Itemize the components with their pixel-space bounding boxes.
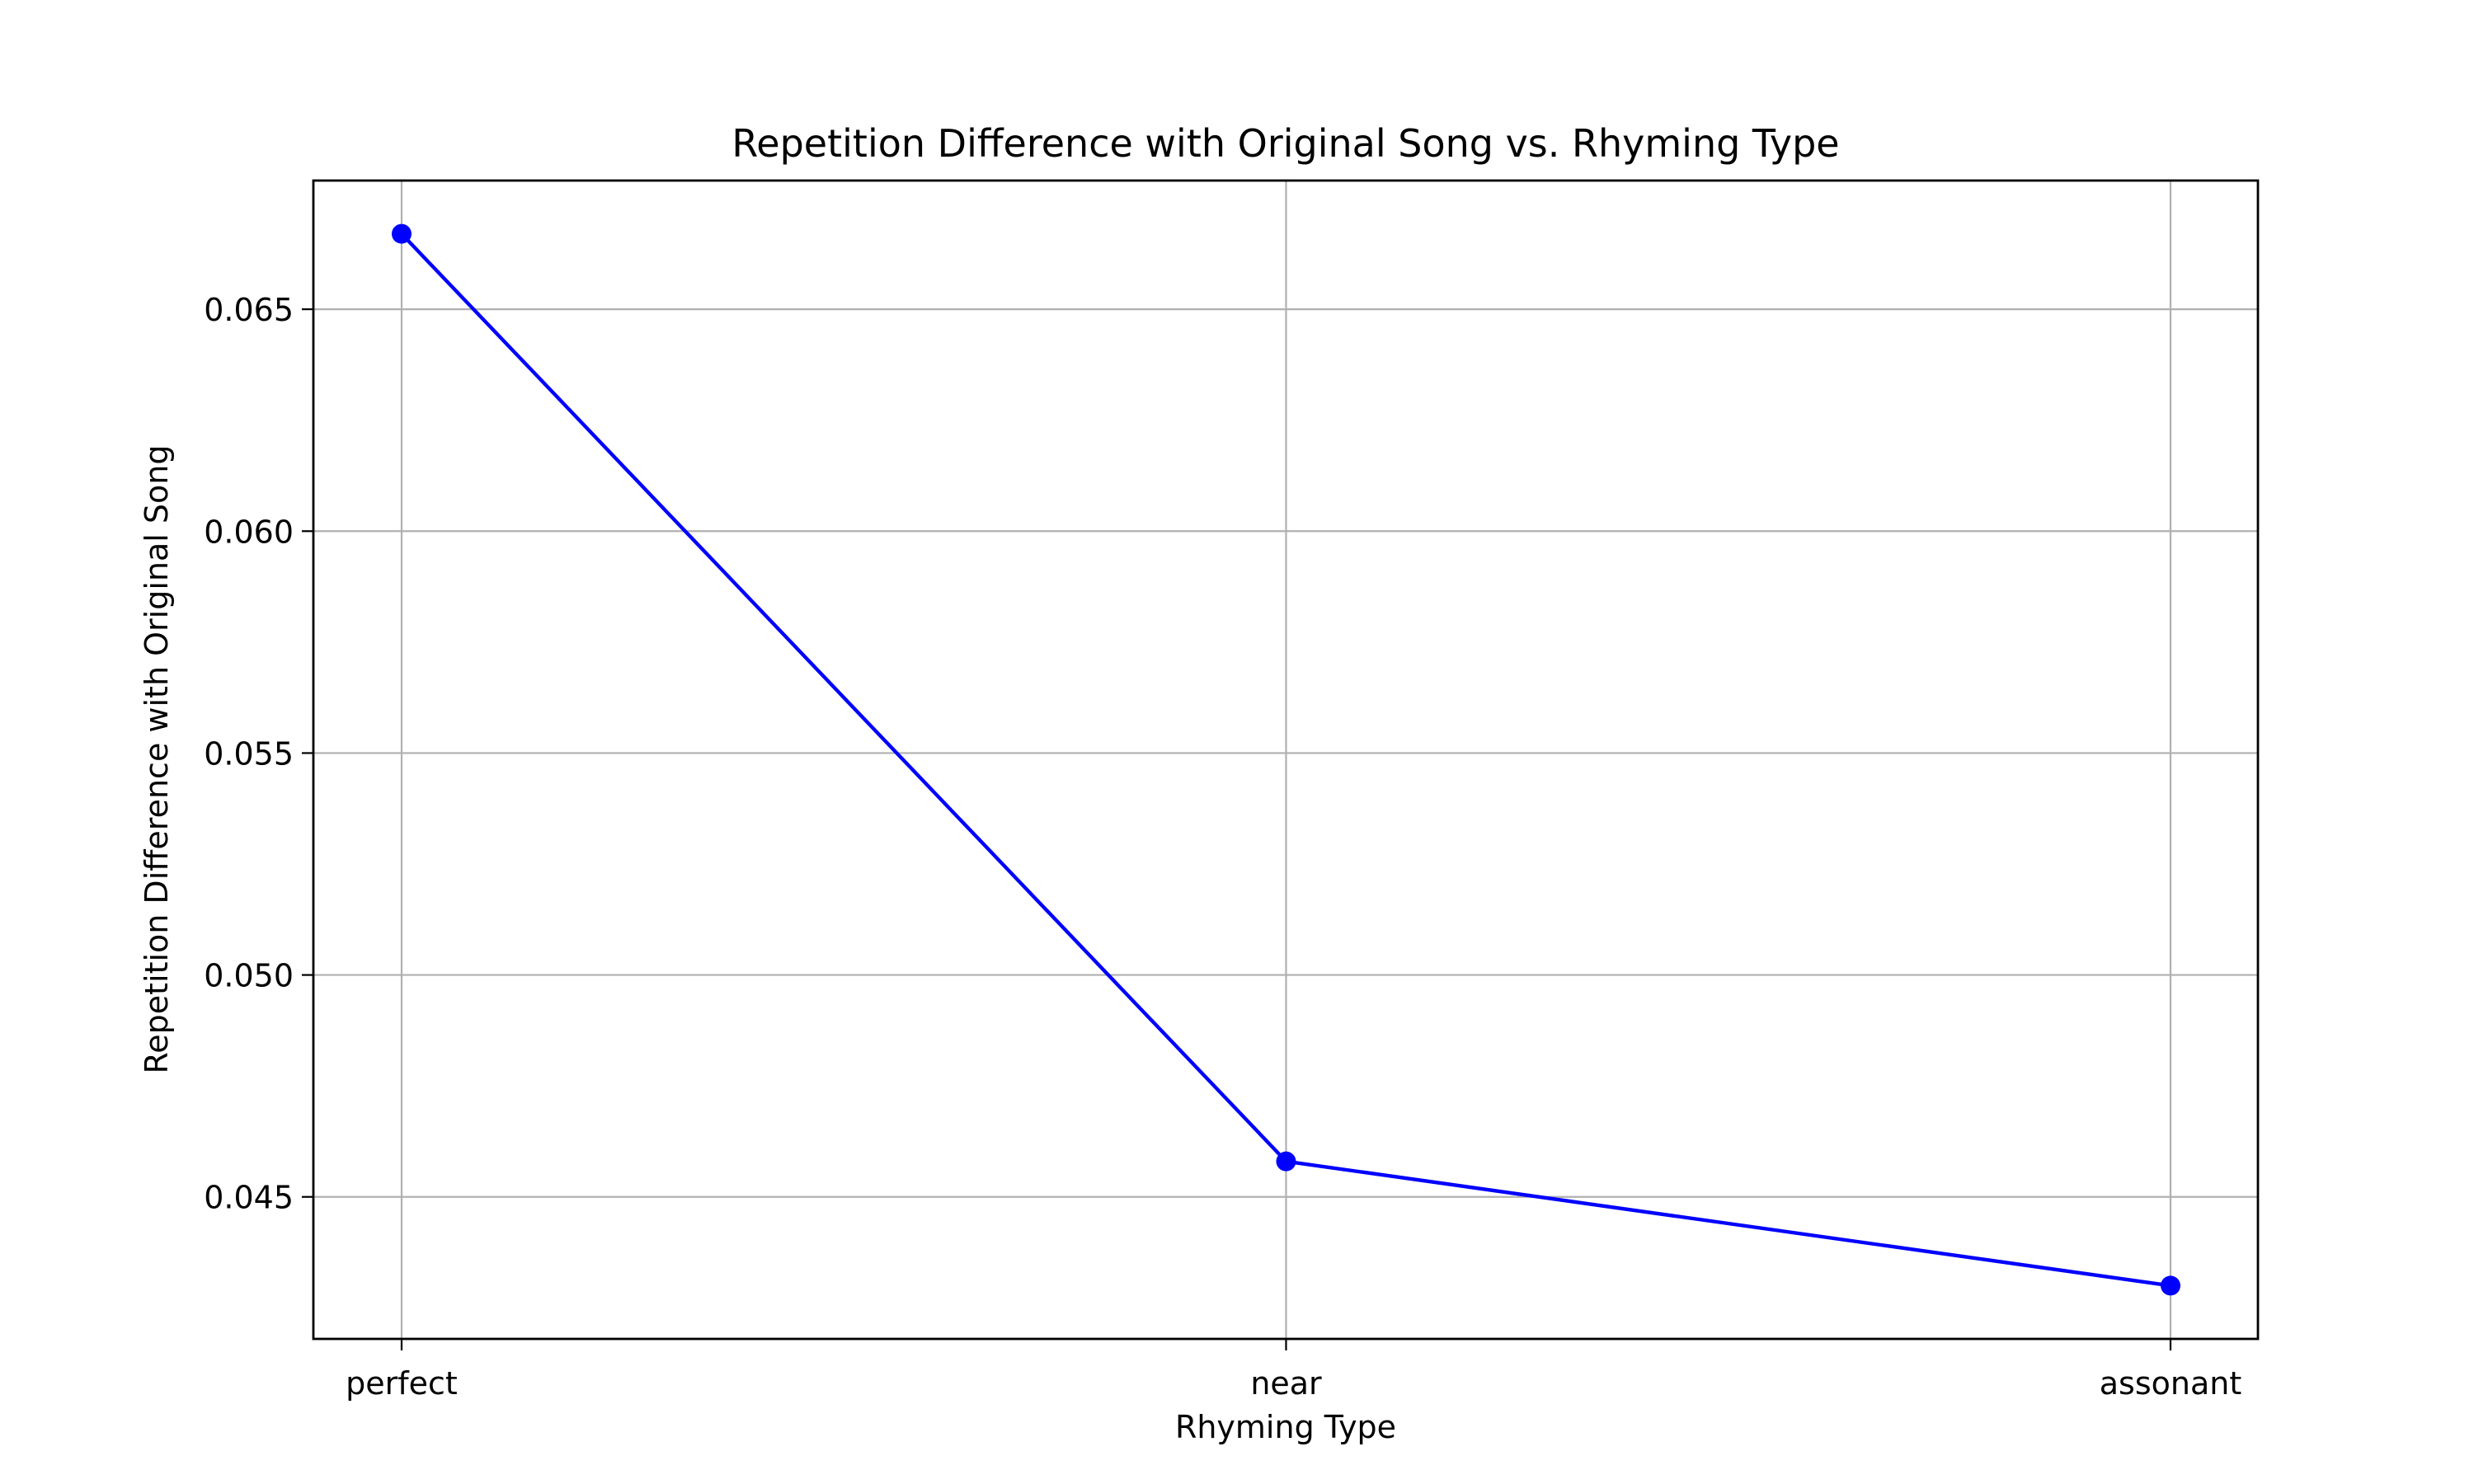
y-tick-label: 0.055 (204, 735, 294, 772)
x-tick-label: assonant (2100, 1365, 2241, 1402)
y-axis-label: Repetition Difference with Original Song (139, 445, 175, 1074)
y-tick-label: 0.065 (204, 292, 294, 328)
y-tick-label: 0.060 (204, 514, 294, 550)
y-tick-label: 0.050 (204, 958, 294, 994)
grid-layer (313, 181, 2258, 1339)
plot-area-frame (312, 179, 2260, 1341)
y-tick-label: 0.045 (204, 1180, 294, 1216)
data-point-perfect (392, 223, 412, 244)
tick-layer: perfect near assonant 0.045 0.050 0.055 0.060 0… (204, 292, 2241, 1402)
x-tick-label: perfect (346, 1365, 458, 1402)
data-point-near (1276, 1151, 1296, 1172)
x-axis-label: Rhyming Type (1175, 1409, 1396, 1445)
chart-title: Repetition Difference with Original Song… (731, 121, 1839, 166)
series-layer (392, 223, 2180, 1296)
x-tick-label: near (1250, 1365, 1322, 1402)
data-point-assonant (2161, 1275, 2180, 1296)
